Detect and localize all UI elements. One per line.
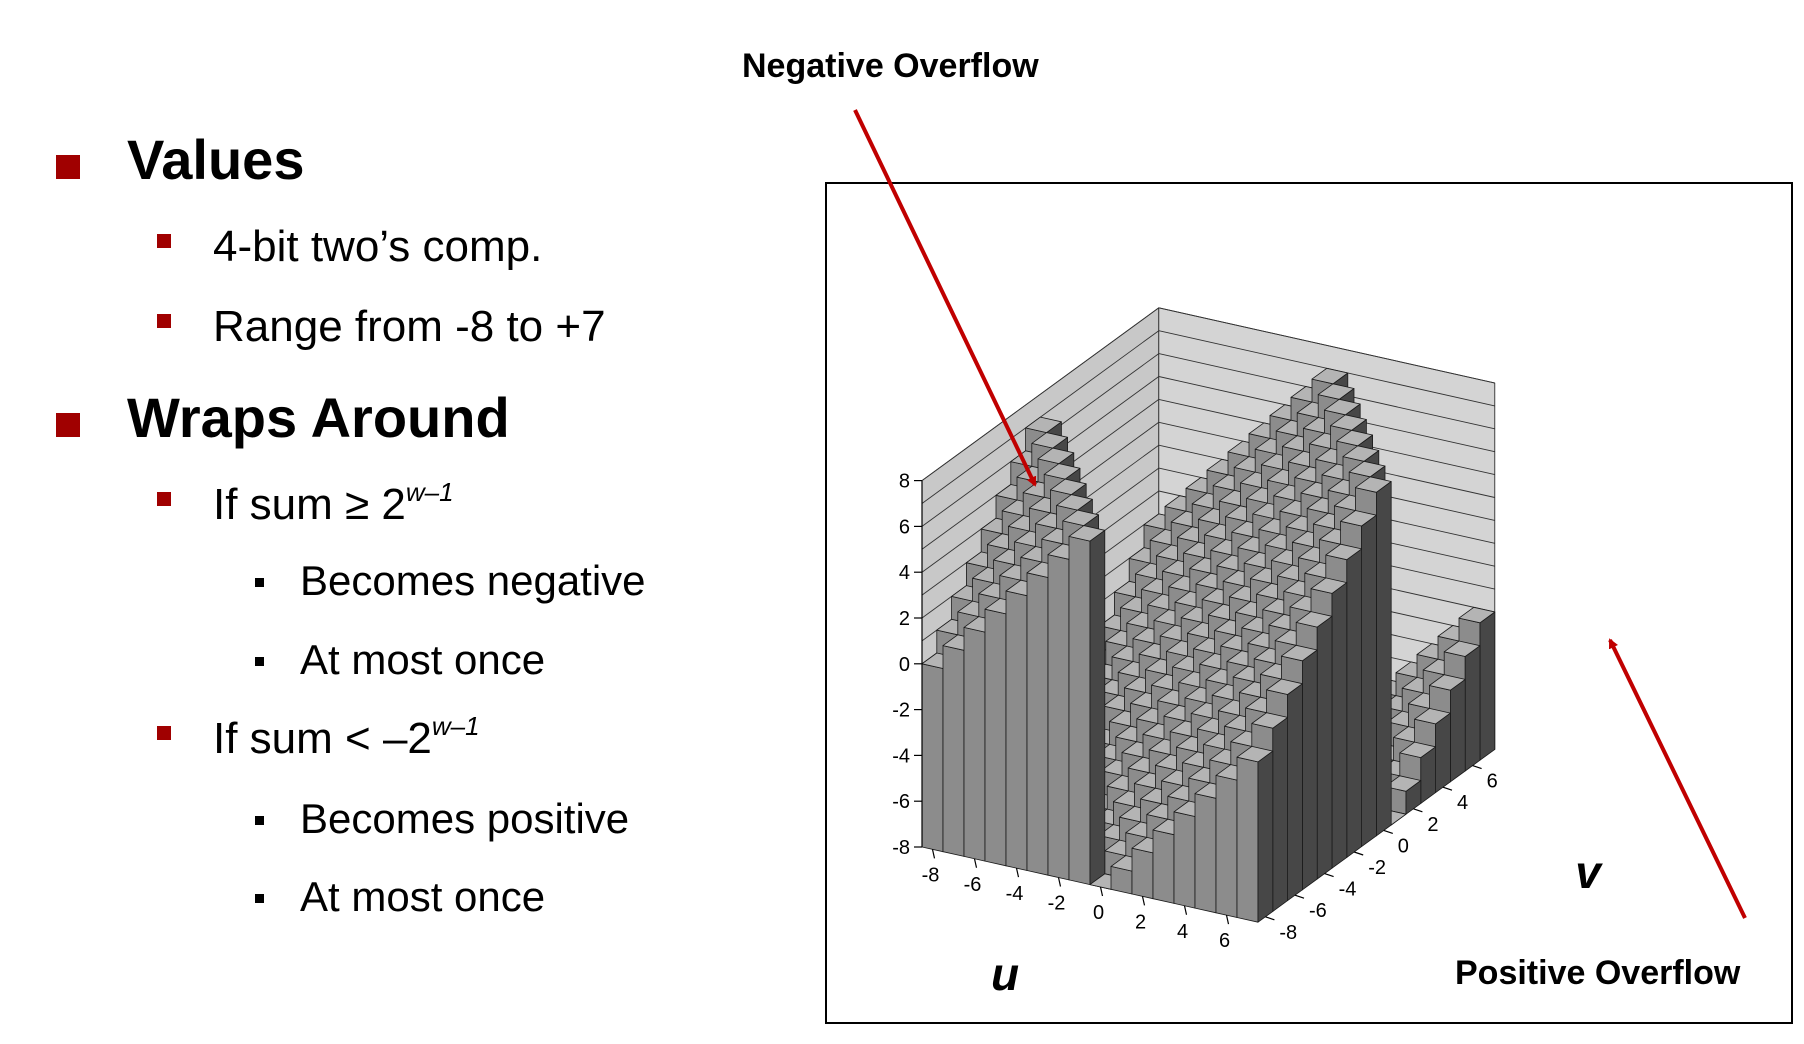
z-tick-label: 0	[899, 654, 910, 676]
u-tick-mark	[1057, 877, 1062, 887]
positive-overflow-arrow	[1608, 638, 1747, 919]
bullet-if-sum-ge: If sum ≥ 2w–1	[213, 477, 454, 529]
z-tick-label: -6	[892, 791, 910, 813]
z-tick-label: -2	[892, 700, 910, 722]
bullet-marker	[56, 413, 80, 437]
u-tick-mark	[1099, 886, 1104, 897]
u-tick-label: 2	[1135, 911, 1146, 933]
v-tick-mark	[1413, 808, 1423, 813]
bullet-marker	[255, 816, 264, 825]
v-tick-mark	[1265, 916, 1275, 921]
u-tick-label: -6	[964, 874, 982, 896]
u-tick-mark	[1141, 896, 1146, 906]
bullet-becomes-negative: Becomes negative	[300, 557, 646, 604]
u-tick-label: 4	[1177, 921, 1188, 943]
u-tick-mark	[931, 849, 936, 859]
bullet-at-most-once-1: At most once	[300, 636, 546, 683]
v-tick-mark	[1354, 851, 1364, 856]
v-tick-mark	[1324, 873, 1334, 878]
bullet-becomes-positive: Becomes positive	[300, 795, 630, 842]
v-tick-label: -6	[1309, 900, 1327, 922]
u-tick-mark	[1225, 915, 1230, 925]
z-tick-label: 4	[899, 562, 910, 584]
bullet-range: Range from -8 to +7	[213, 302, 606, 351]
u-tick-label: -2	[1048, 893, 1066, 915]
bullet-wraps-around: Wraps Around	[127, 386, 510, 449]
u-tick-label: 0	[1093, 902, 1104, 924]
u-tick-label: -4	[1006, 883, 1024, 905]
negative-overflow-arrow	[853, 109, 1037, 487]
positive-overflow-label: Positive Overflow	[1455, 954, 1741, 992]
z-tick-label: -4	[892, 745, 910, 767]
u-tick-mark	[1183, 905, 1188, 915]
v-tick-label: 0	[1398, 835, 1409, 857]
u-tick-label: -8	[922, 864, 940, 886]
bullet-marker	[157, 726, 171, 740]
bullet-if-sum-lt: If sum < –2w–1	[213, 711, 480, 763]
z-tick-label: 6	[899, 516, 910, 538]
v-tick-label: -4	[1339, 879, 1357, 901]
bar-u-1-v-8	[1068, 525, 1106, 885]
z-tick-label: -8	[892, 837, 910, 859]
bullet-marker	[255, 578, 264, 587]
bullet-marker	[157, 492, 171, 506]
v-tick-label: -2	[1368, 857, 1386, 879]
v-tick-mark	[1472, 765, 1482, 770]
u-axis-label: u	[991, 948, 1019, 1000]
negative-overflow-label: Negative Overflow	[742, 47, 1039, 85]
gridline	[1158, 307, 1495, 384]
bullet-marker	[255, 894, 264, 903]
bullet-marker	[157, 234, 171, 248]
bullet-marker	[56, 155, 80, 179]
u-tick-mark	[973, 858, 978, 868]
v-tick-label: 4	[1457, 792, 1468, 814]
bullet-values: Values	[127, 128, 305, 191]
v-axis-label: v	[1575, 846, 1603, 898]
bullet-marker	[157, 314, 171, 328]
v-tick-label: 6	[1487, 771, 1498, 793]
bullet-at-most-once-2: At most once	[300, 873, 546, 920]
bar-u7-v-8	[1236, 746, 1274, 923]
v-tick-mark	[1383, 829, 1393, 834]
gridline	[921, 307, 1160, 481]
z-tick-label: 8	[899, 471, 910, 493]
v-tick-label: 2	[1427, 814, 1438, 836]
chart-frame	[825, 182, 1793, 1024]
bullet-4bit: 4-bit two’s comp.	[213, 222, 543, 271]
z-tick-label: 2	[899, 608, 910, 630]
u-tick-mark	[1015, 868, 1020, 878]
v-tick-mark	[1294, 894, 1305, 899]
v-tick-label: -8	[1279, 922, 1297, 944]
u-tick-label: 6	[1219, 930, 1230, 952]
bullet-marker	[255, 657, 264, 666]
v-tick-mark	[1442, 786, 1453, 791]
